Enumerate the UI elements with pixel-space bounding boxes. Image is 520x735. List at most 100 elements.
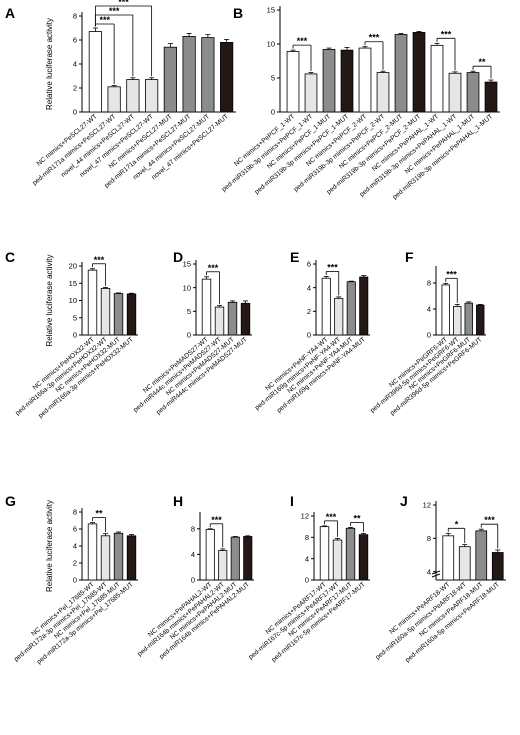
significance-label: ***	[446, 269, 457, 279]
y-tick-label: 6	[73, 36, 77, 45]
bar	[126, 293, 137, 336]
y-tick-label: 4	[307, 283, 311, 292]
y-tick-label: 20	[69, 262, 77, 271]
bar	[464, 302, 473, 336]
bar	[359, 276, 369, 336]
panel-letter: E	[290, 249, 299, 265]
x-category-label: ped-miR167c-5p mimics+PeARF17-WT	[247, 581, 340, 661]
bar	[466, 72, 480, 113]
y-tick-label: 10	[183, 283, 191, 292]
y-tick-label: 0	[191, 576, 195, 585]
y-tick-label: 4	[73, 542, 77, 551]
y-tick-label: 0	[187, 331, 191, 340]
bar	[322, 49, 336, 113]
y-tick-label: 5	[73, 313, 77, 322]
y-axis-label: Relative luciferase activity	[45, 254, 54, 346]
y-tick-label: 6	[307, 260, 311, 269]
x-category-label: ped-miR396d-5p mimics+PeGRF6-WT	[369, 336, 460, 414]
bar	[286, 51, 300, 113]
bar	[453, 305, 462, 336]
bar	[227, 301, 238, 336]
x-category-label: ped-miR171a mimics+PeSCL27-WT	[31, 113, 117, 187]
bar	[220, 42, 234, 113]
y-tick-label: 10	[69, 296, 77, 305]
y-tick-label: 2	[73, 559, 77, 568]
significance-label: ***	[109, 6, 120, 16]
bar	[87, 269, 98, 336]
bar	[201, 37, 215, 113]
bar	[442, 535, 455, 581]
panel-letter: I	[290, 493, 294, 509]
panel-letter: A	[5, 5, 15, 21]
bar	[230, 536, 240, 581]
bar	[358, 534, 369, 581]
bar	[321, 277, 331, 336]
x-category-label: ped-miR169g mimics+PeNF-YA4-WT	[254, 336, 342, 412]
significance-label: ***	[326, 512, 337, 522]
significance-label: ***	[369, 33, 380, 43]
significance-label: **	[353, 513, 361, 523]
x-category-label: ped-miR164b mimics+PePAHAL2-WT	[136, 581, 226, 658]
bar	[394, 34, 408, 113]
significance-label: ***	[208, 263, 219, 273]
y-tick-label: 0	[271, 108, 275, 117]
bar	[484, 81, 498, 113]
bar	[163, 46, 177, 113]
y-tick-label: 8	[427, 279, 431, 288]
bar	[430, 44, 444, 113]
bar	[319, 526, 330, 581]
significance-label: **	[95, 509, 103, 519]
bar	[346, 281, 356, 336]
significance-label: ***	[441, 29, 452, 39]
y-tick-label: 5	[187, 307, 191, 316]
bar	[113, 293, 124, 336]
bar	[100, 288, 111, 336]
y-tick-label: 0	[73, 108, 77, 117]
bar	[88, 31, 102, 113]
bar	[340, 49, 354, 113]
y-tick-label: 12	[423, 501, 431, 510]
bar	[145, 79, 159, 113]
y-tick-label: 0	[73, 331, 77, 340]
bar	[334, 297, 344, 336]
bar	[182, 36, 196, 113]
bar	[87, 523, 98, 581]
y-tick-label: 2	[307, 307, 311, 316]
y-tick-label: 4	[73, 60, 77, 69]
significance-label: ***	[94, 255, 105, 265]
x-category-label: ped-miR166a-3p mimics+PeHOX32-WT	[14, 336, 108, 417]
y-tick-label: 0	[73, 576, 77, 585]
bar	[475, 530, 488, 581]
bar	[476, 304, 485, 336]
y-tick-label: 4	[305, 554, 309, 563]
bar	[126, 79, 140, 113]
x-category-label: ped-miR172a-3p mimics+Pel_17685-WT	[13, 581, 109, 663]
y-tick-label: 8	[427, 534, 431, 543]
bar	[100, 535, 111, 581]
bar	[107, 86, 121, 113]
panel-letter: G	[5, 493, 16, 509]
significance-label: *	[455, 519, 459, 529]
bar	[240, 302, 251, 336]
y-tick-label: 5	[271, 74, 275, 83]
bar	[113, 532, 124, 581]
panel-letter: C	[5, 249, 15, 265]
bar	[441, 284, 450, 336]
y-tick-label: 15	[183, 260, 191, 269]
panel-letter: B	[233, 5, 243, 21]
y-tick-label: 15	[69, 279, 77, 288]
y-tick-label: 4	[427, 305, 431, 314]
bar	[332, 539, 343, 581]
panel-c: C Relative luciferase activity 05101520NC …	[5, 249, 138, 420]
y-tick-label: 2	[73, 84, 77, 93]
bar	[376, 72, 390, 113]
bar	[448, 72, 462, 113]
y-tick-label: 0	[307, 331, 311, 340]
bar	[126, 535, 137, 581]
bar	[304, 73, 318, 113]
